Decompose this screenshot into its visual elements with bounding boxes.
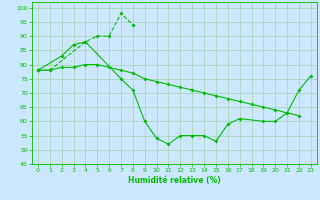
- X-axis label: Humidité relative (%): Humidité relative (%): [128, 176, 221, 185]
